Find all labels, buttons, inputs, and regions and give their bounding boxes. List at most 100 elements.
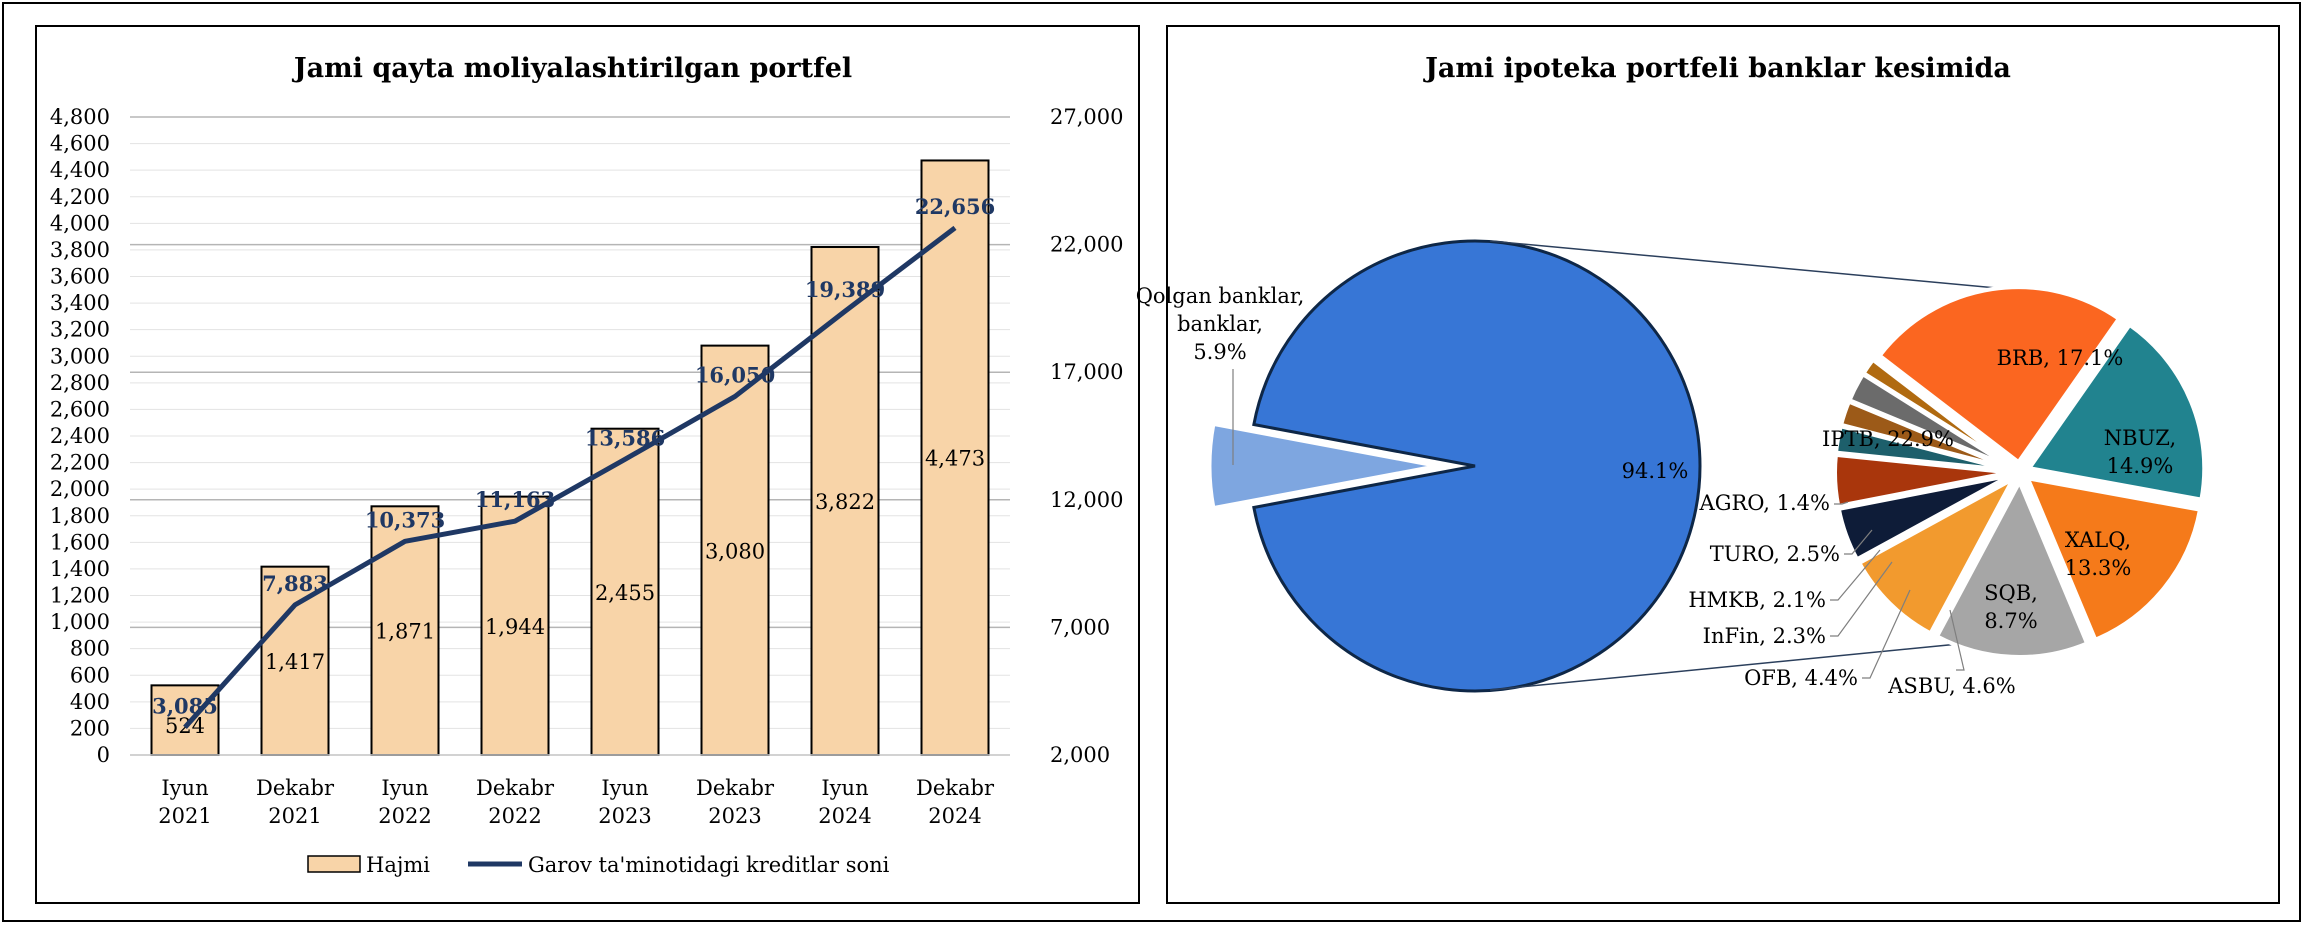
legend-label: Hajmi <box>366 853 430 877</box>
x-tick-label: 2023 <box>708 804 761 828</box>
pie-slice-label: IPTB, 22.9% <box>1822 427 1954 451</box>
line-value-label: 7,883 <box>262 571 328 596</box>
x-tick-label: 2021 <box>158 804 211 828</box>
bar-value-label: 3,080 <box>705 539 765 563</box>
legend-label: Garov ta'minotidagi kreditlar soni <box>528 853 890 877</box>
y2-tick-label: 22,000 <box>1050 233 1123 257</box>
pie-slice <box>1856 474 2018 637</box>
x-tick-label: Iyun <box>381 776 428 800</box>
line-value-label: 19,389 <box>805 277 885 302</box>
leader-line <box>1949 609 1965 671</box>
y-tick-label: 0 <box>97 743 110 767</box>
leader-line <box>1830 549 1881 601</box>
pie-slice-label: ASBU, 4.6% <box>1887 674 2015 698</box>
x-tick-label: Dekabr <box>256 776 335 800</box>
line-value-label: 22,656 <box>915 194 995 219</box>
pie-slice <box>2025 322 2207 502</box>
pie-label-others-line2: banklar, <box>1177 312 1263 336</box>
x-tick-label: Iyun <box>821 776 868 800</box>
line-series <box>183 225 957 729</box>
leader-line <box>1862 589 1911 679</box>
pie-label-others-pct: 5.9% <box>1193 340 1246 364</box>
pie-slice-others <box>1208 422 1436 510</box>
y-tick-label: 4,400 <box>50 158 110 182</box>
bar-value-label: 4,473 <box>925 447 985 471</box>
y-tick-label: 4,800 <box>50 105 110 129</box>
bar-value-label: 1,871 <box>375 620 435 644</box>
y-tick-label: 200 <box>70 716 110 740</box>
x-tick-label: 2023 <box>598 804 651 828</box>
pie-slice <box>1836 473 2012 562</box>
y-tick-label: 2,800 <box>50 371 110 395</box>
bar-value-label: 1,417 <box>265 650 325 674</box>
line-value-label: 16,050 <box>695 362 775 387</box>
y-tick-label: 3,200 <box>50 318 110 342</box>
x-tick-label: 2022 <box>378 804 431 828</box>
line-value-label: 10,373 <box>365 507 445 532</box>
y2-tick-label: 17,000 <box>1050 360 1123 384</box>
left-chart-title: Jami qayta moliyalashtirilgan portfel <box>292 53 852 84</box>
leader-line <box>1834 501 1849 505</box>
pie-slice-main <box>1252 239 1702 693</box>
pie-slice-label: BRB, 17.1% <box>1997 346 2124 370</box>
y-tick-label: 3,600 <box>50 265 110 289</box>
y-tick-label: 2,400 <box>50 424 110 448</box>
pie-slice <box>1934 477 2090 659</box>
x-tick-label: Dekabr <box>696 776 775 800</box>
y-tick-label: 400 <box>70 690 110 714</box>
y-tick-label: 4,000 <box>50 211 110 235</box>
y-tick-label: 4,600 <box>50 132 110 156</box>
pie-slice-label: OFB, 4.4% <box>1744 666 1858 690</box>
y2-tick-label: 12,000 <box>1050 488 1123 512</box>
legend-swatch-bar <box>307 855 361 873</box>
y-tick-label: 3,000 <box>50 344 110 368</box>
pie-slice-label: XALQ, 13.3% <box>2065 528 2132 580</box>
connector-line <box>1489 635 2041 691</box>
bar <box>480 495 550 756</box>
y-tick-label: 3,800 <box>50 238 110 262</box>
y-tick-label: 600 <box>70 663 110 687</box>
bar <box>700 344 770 756</box>
y-tick-label: 1,600 <box>50 530 110 554</box>
y-tick-label: 1,200 <box>50 584 110 608</box>
pie-slice-label: SQB, 8.7% <box>1984 581 2038 633</box>
pie-slice <box>1860 356 2014 468</box>
pie-slice <box>1876 285 2122 465</box>
line-value-label: 13,586 <box>585 425 665 450</box>
y-tick-label: 4,200 <box>50 185 110 209</box>
bar-value-label: 2,455 <box>595 581 655 605</box>
y-tick-label: 800 <box>70 637 110 661</box>
y-tick-label: 2,200 <box>50 451 110 475</box>
x-tick-label: 2022 <box>488 804 541 828</box>
pie-slice-label: NBUZ, 14.9% <box>2104 426 2176 478</box>
bar <box>920 159 990 756</box>
y2-tick-label: 27,000 <box>1050 105 1123 129</box>
x-tick-label: Iyun <box>161 776 208 800</box>
line-value-label: 3,085 <box>152 693 218 718</box>
x-tick-label: Dekabr <box>476 776 555 800</box>
pie-slice-label: TURO, 2.5% <box>1710 542 1840 566</box>
connector-line <box>1489 240 2041 293</box>
pie-slice-label: HMKB, 2.1% <box>1688 588 1826 612</box>
pie-slice <box>1833 452 2011 509</box>
x-tick-label: 2024 <box>928 804 981 828</box>
line-value-label: 11,163 <box>475 487 555 512</box>
right-chart-title: Jami ipoteka portfeli banklar kesimida <box>1423 53 2011 84</box>
x-tick-label: 2021 <box>268 804 321 828</box>
pie-slice-label: InFin, 2.3% <box>1703 624 1826 648</box>
leader-line <box>1830 561 1893 637</box>
y2-tick-label: 7,000 <box>1050 615 1110 639</box>
x-tick-label: Dekabr <box>916 776 995 800</box>
bar <box>370 505 440 757</box>
y-tick-label: 3,400 <box>50 291 110 315</box>
pie-label-others: Qolgan banklar, <box>1136 284 1305 308</box>
x-tick-label: 2024 <box>818 804 871 828</box>
pie-label-main: 94.1% <box>1622 459 1689 483</box>
y-tick-label: 2,000 <box>50 477 110 501</box>
x-tick-label: Iyun <box>601 776 648 800</box>
pie-slice-label: AGRO, 1.4% <box>1699 491 1830 515</box>
bar-value-label: 1,944 <box>485 615 545 639</box>
y2-tick-label: 2,000 <box>1050 743 1110 767</box>
